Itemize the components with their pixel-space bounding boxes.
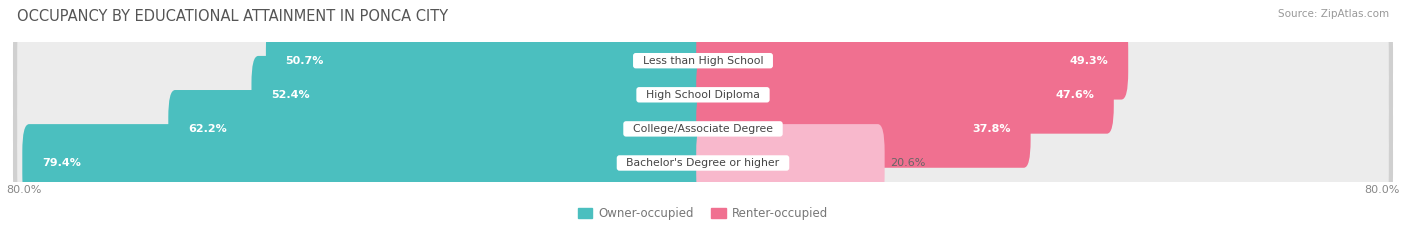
- Text: High School Diploma: High School Diploma: [640, 90, 766, 100]
- FancyBboxPatch shape: [17, 90, 1389, 168]
- Legend: Owner-occupied, Renter-occupied: Owner-occupied, Renter-occupied: [574, 202, 832, 225]
- Text: College/Associate Degree: College/Associate Degree: [626, 124, 780, 134]
- Text: 20.6%: 20.6%: [890, 158, 927, 168]
- FancyBboxPatch shape: [169, 90, 710, 168]
- FancyBboxPatch shape: [266, 22, 710, 99]
- FancyBboxPatch shape: [252, 56, 710, 134]
- Text: Bachelor's Degree or higher: Bachelor's Degree or higher: [620, 158, 786, 168]
- Text: Source: ZipAtlas.com: Source: ZipAtlas.com: [1278, 9, 1389, 19]
- FancyBboxPatch shape: [696, 90, 1031, 168]
- FancyBboxPatch shape: [13, 55, 1393, 134]
- Text: 49.3%: 49.3%: [1070, 56, 1109, 66]
- Text: 50.7%: 50.7%: [285, 56, 323, 66]
- FancyBboxPatch shape: [22, 124, 710, 202]
- Text: 79.4%: 79.4%: [42, 158, 80, 168]
- FancyBboxPatch shape: [696, 124, 884, 202]
- Text: 37.8%: 37.8%: [973, 124, 1011, 134]
- FancyBboxPatch shape: [696, 56, 1114, 134]
- Text: 47.6%: 47.6%: [1056, 90, 1094, 100]
- Text: 62.2%: 62.2%: [188, 124, 226, 134]
- Text: OCCUPANCY BY EDUCATIONAL ATTAINMENT IN PONCA CITY: OCCUPANCY BY EDUCATIONAL ATTAINMENT IN P…: [17, 9, 449, 24]
- FancyBboxPatch shape: [13, 123, 1393, 202]
- FancyBboxPatch shape: [13, 21, 1393, 100]
- FancyBboxPatch shape: [696, 22, 1128, 99]
- FancyBboxPatch shape: [17, 22, 1389, 99]
- FancyBboxPatch shape: [13, 89, 1393, 168]
- FancyBboxPatch shape: [17, 124, 1389, 202]
- Text: 52.4%: 52.4%: [271, 90, 309, 100]
- FancyBboxPatch shape: [17, 56, 1389, 134]
- Text: Less than High School: Less than High School: [636, 56, 770, 66]
